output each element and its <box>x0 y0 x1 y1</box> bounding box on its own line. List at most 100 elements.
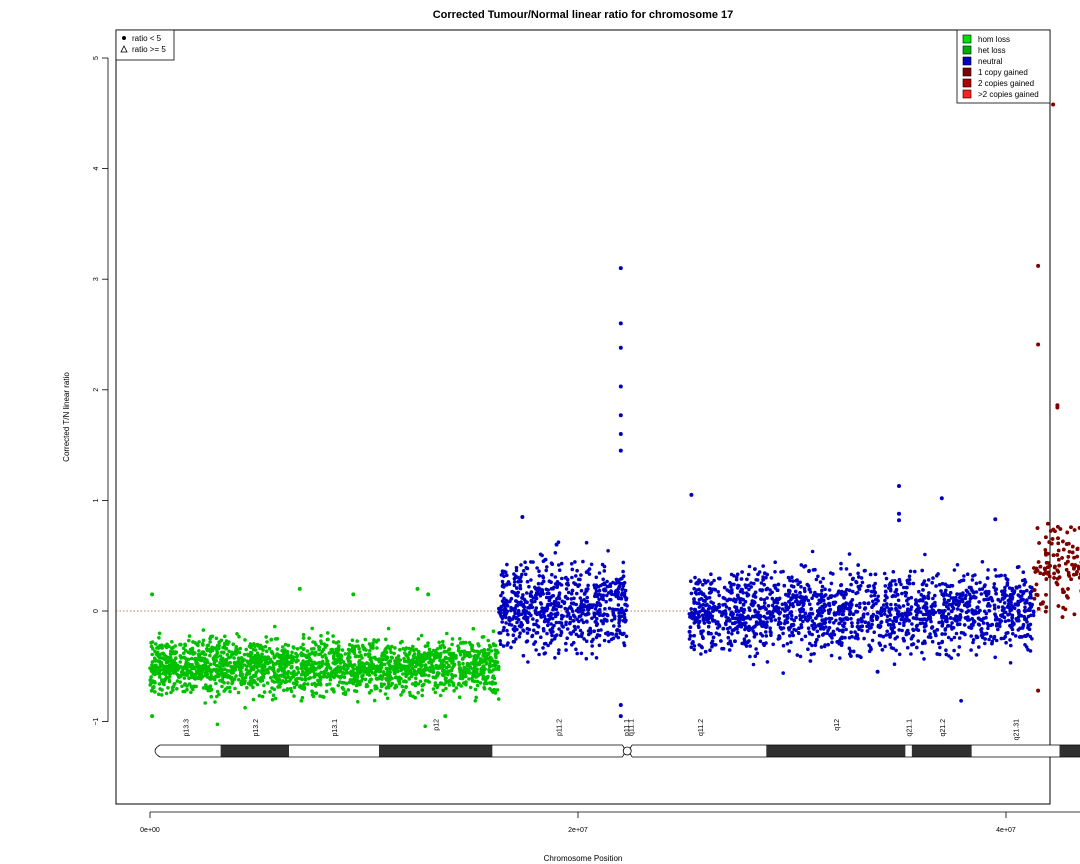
data-point <box>158 682 162 686</box>
data-point <box>748 655 752 659</box>
data-point <box>157 669 161 673</box>
data-point <box>393 672 397 676</box>
data-point <box>816 575 820 579</box>
data-point <box>452 689 456 693</box>
data-point <box>966 572 970 576</box>
data-point <box>773 560 777 564</box>
data-point <box>931 611 935 615</box>
data-point <box>271 652 275 656</box>
data-point <box>791 579 795 583</box>
data-point <box>569 616 573 620</box>
data-point <box>302 647 306 651</box>
data-point <box>624 603 628 607</box>
data-point <box>924 601 928 605</box>
data-point <box>429 651 433 655</box>
data-point <box>956 623 960 627</box>
data-point <box>194 685 198 689</box>
data-point <box>861 581 865 585</box>
data-point <box>161 656 165 660</box>
data-point-outlier <box>619 266 623 270</box>
data-point <box>963 623 967 627</box>
data-point <box>879 643 883 647</box>
data-point <box>969 648 973 652</box>
data-point <box>595 656 599 660</box>
data-point <box>555 633 559 637</box>
data-point <box>270 660 274 664</box>
data-point <box>927 578 931 582</box>
data-point <box>445 650 449 654</box>
data-point <box>856 625 860 629</box>
data-point <box>1019 590 1023 594</box>
data-point <box>697 626 701 630</box>
data-point <box>492 629 496 633</box>
data-point <box>148 683 152 687</box>
data-point <box>872 586 876 590</box>
data-point <box>740 588 744 592</box>
data-point <box>915 608 919 612</box>
data-point <box>364 653 368 657</box>
data-point <box>1029 591 1033 595</box>
data-point <box>698 598 702 602</box>
data-point <box>815 578 819 582</box>
data-point <box>317 665 321 669</box>
data-point <box>335 648 339 652</box>
data-point <box>995 624 999 628</box>
data-point <box>459 641 463 645</box>
data-point <box>743 628 747 632</box>
data-point <box>338 668 342 672</box>
data-point <box>842 609 846 613</box>
data-point <box>303 682 307 686</box>
data-point <box>764 630 768 634</box>
data-point <box>572 613 576 617</box>
data-point <box>574 648 578 652</box>
data-point <box>515 604 519 608</box>
data-point <box>733 605 737 609</box>
data-point <box>781 632 785 636</box>
data-point <box>883 572 887 576</box>
data-point <box>501 583 505 587</box>
data-point-outlier <box>619 449 623 453</box>
data-point <box>347 648 351 652</box>
data-point <box>252 679 256 683</box>
data-point <box>409 670 413 674</box>
data-point <box>691 641 695 645</box>
data-point <box>215 659 219 663</box>
data-point <box>424 679 428 683</box>
data-point-outlier <box>897 512 901 516</box>
data-point <box>497 697 501 701</box>
data-point <box>471 679 475 683</box>
data-point <box>368 653 372 657</box>
data-point <box>440 662 444 666</box>
data-point <box>540 554 544 558</box>
data-point <box>448 683 452 687</box>
data-point <box>482 635 486 639</box>
data-point <box>422 683 426 687</box>
data-point <box>900 629 904 633</box>
data-point <box>856 654 860 658</box>
data-point <box>278 678 282 682</box>
data-point <box>906 646 910 650</box>
data-point <box>292 681 296 685</box>
data-point <box>537 653 541 657</box>
data-point <box>300 678 304 682</box>
data-point <box>304 674 308 678</box>
data-point <box>810 612 814 616</box>
data-point <box>820 592 824 596</box>
data-point <box>517 580 521 584</box>
data-point <box>326 659 330 663</box>
data-point <box>704 650 708 654</box>
data-point <box>506 610 510 614</box>
data-point <box>841 613 845 617</box>
data-point <box>814 644 818 648</box>
data-point <box>162 683 166 687</box>
data-point <box>753 567 757 571</box>
data-point <box>534 648 538 652</box>
data-point <box>952 617 956 621</box>
data-point <box>579 596 583 600</box>
data-point <box>251 656 255 660</box>
data-point <box>501 569 505 573</box>
data-point <box>829 571 833 575</box>
data-point <box>499 631 503 635</box>
data-point <box>743 622 747 626</box>
data-point <box>292 670 296 674</box>
